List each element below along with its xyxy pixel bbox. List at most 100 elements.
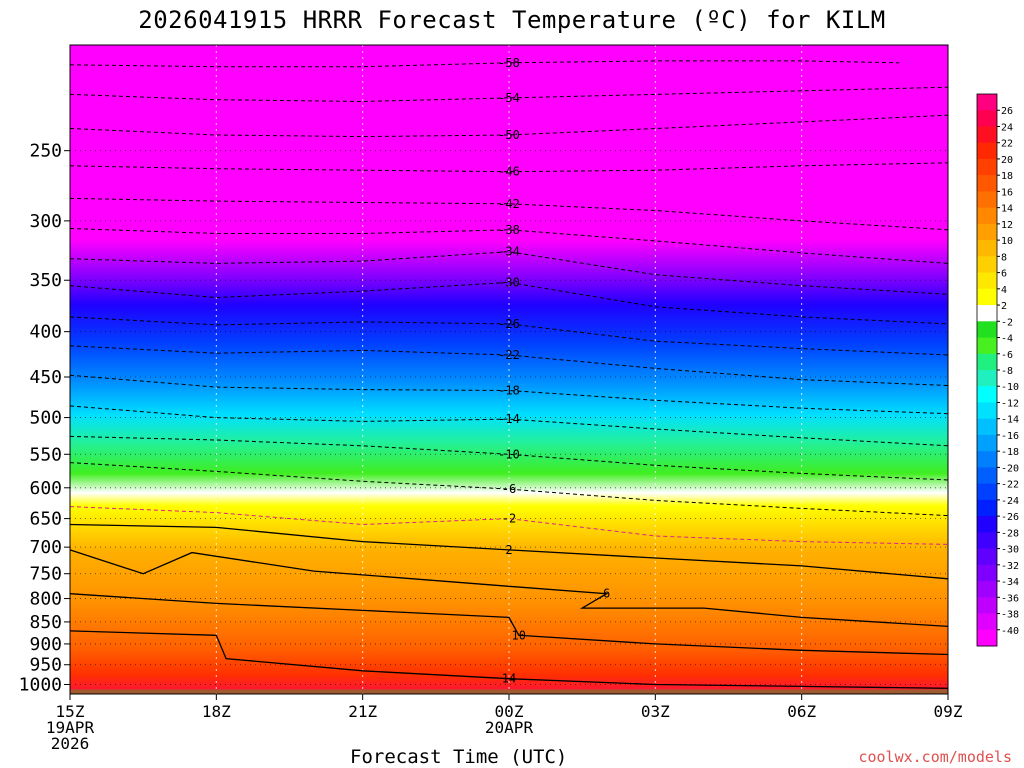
colorbar-label: -28 (1001, 528, 1019, 539)
colorbar-label: -38 (1001, 610, 1019, 621)
colorbar-swatch (977, 581, 997, 598)
colorbar-swatch (977, 499, 997, 517)
isotherm-label: -6 (502, 482, 516, 496)
colorbar-swatch (977, 94, 997, 111)
colorbar-swatch (977, 402, 997, 420)
colorbar-swatch (977, 191, 997, 209)
isotherm-line (69, 593, 949, 656)
colorbar-swatch (977, 434, 997, 452)
colorbar-swatch (977, 110, 997, 127)
y-axis: 2503003504004505005506006507007508008509… (19, 141, 70, 695)
colorbar-label: -20 (1001, 463, 1019, 474)
y-tick-label: 750 (29, 564, 62, 585)
colorbar-swatch (977, 142, 997, 160)
isotherm-label: -14 (498, 412, 520, 426)
colorbar-swatch (977, 240, 997, 257)
x-tick-label: 03Z (641, 702, 670, 721)
colorbar-swatch (977, 353, 997, 371)
isotherm-label: -2 (502, 512, 516, 526)
y-tick-label: 650 (29, 509, 62, 530)
isotherm-label: -10 (498, 447, 520, 461)
chart-title: 2026041915 HRRR Forecast Temperature (ºC… (138, 6, 886, 34)
colorbar-label: -36 (1001, 593, 1019, 604)
colorbar-swatch (977, 288, 997, 306)
colorbar-swatch (977, 337, 997, 355)
isotherm-label: 6 (603, 587, 610, 601)
y-tick-label: 950 (29, 655, 62, 676)
colorbar-label: -2 (1001, 317, 1013, 328)
colorbar-label: 22 (1001, 139, 1013, 150)
colorbar-label: 4 (1001, 285, 1007, 296)
colorbar-label: -14 (1001, 415, 1019, 426)
ground-surface (70, 689, 948, 694)
isotherm-label: -54 (498, 91, 520, 105)
colorbar-label: -10 (1001, 382, 1019, 393)
isotherm-line (69, 630, 949, 689)
colorbar-swatch (977, 126, 997, 144)
x-tick-label: 2026 (51, 734, 90, 753)
colorbar-swatch (977, 321, 997, 339)
isotherm-line (69, 60, 900, 68)
colorbar-label: -34 (1001, 577, 1019, 588)
isotherm-line (69, 523, 949, 580)
y-tick-label: 250 (29, 141, 62, 162)
isotherm-label: -26 (498, 317, 520, 331)
y-tick-label: 350 (29, 270, 62, 291)
colorbar-swatch (977, 370, 997, 387)
y-tick-label: 300 (29, 211, 62, 232)
y-tick-label: 500 (29, 408, 62, 429)
colorbar-label: -18 (1001, 447, 1019, 458)
colorbar-label: 16 (1001, 187, 1013, 198)
x-tick-label: 15Z (56, 702, 85, 721)
colorbar-swatch (977, 629, 997, 647)
x-tick-label: 20APR (485, 718, 534, 737)
colorbar-label: -4 (1001, 334, 1013, 345)
y-tick-label: 400 (29, 322, 62, 343)
colorbar-label: 24 (1001, 122, 1013, 133)
x-tick-label: 00Z (495, 702, 524, 721)
isotherm-label: 2 (505, 543, 512, 557)
x-tick-label: 21Z (348, 702, 377, 721)
isotherm-line (69, 86, 949, 103)
isotherm-label: -34 (498, 245, 520, 259)
y-tick-label: 450 (29, 367, 62, 388)
colorbar-swatch (977, 223, 997, 241)
isotherm-label: -42 (498, 197, 520, 211)
colorbar-label: -24 (1001, 496, 1019, 507)
y-tick-label: 850 (29, 612, 62, 633)
isotherm-label: -46 (498, 165, 520, 179)
isotherm-line (69, 549, 949, 628)
y-tick-label: 1000 (19, 674, 62, 695)
colorbar-label: -32 (1001, 561, 1019, 572)
colorbar-label: 14 (1001, 204, 1013, 215)
colorbar-legend: 26 24 22 20 18 16 14 12 10 8 6 4 2 -2 -4 -6 -8 -10 -12 -14 -… (976, 93, 1019, 647)
colorbar-swatch (977, 158, 997, 176)
isotherm-label: -30 (498, 275, 520, 289)
isotherm-label: -22 (498, 348, 520, 362)
y-tick-label: 800 (29, 589, 62, 610)
colorbar-swatch (977, 175, 997, 192)
colorbar-swatch (977, 532, 997, 550)
colorbar-label: -6 (1001, 350, 1013, 361)
colorbar-swatch (977, 467, 997, 485)
colorbar-label: 8 (1001, 252, 1007, 263)
colorbar-swatch (977, 207, 997, 225)
colorbar-swatch (977, 305, 997, 322)
colorbar-swatch (977, 386, 997, 403)
colorbar-label: 18 (1001, 171, 1013, 182)
isotherm-line (69, 162, 949, 173)
isotherm-label: -18 (498, 383, 520, 397)
isotherm-label: -58 (498, 56, 520, 70)
colorbar-swatch (977, 564, 997, 582)
colorbar-label: 2 (1001, 301, 1007, 312)
colorbar-swatch (977, 597, 997, 615)
isotherm-label: -50 (498, 128, 520, 142)
colorbar-label: -22 (1001, 480, 1019, 491)
x-tick-label: 18Z (202, 702, 231, 721)
credit-text: coolwx.com/models (858, 748, 1012, 766)
colorbar-label: -40 (1001, 626, 1019, 637)
isotherm-label: 14 (502, 672, 516, 686)
colorbar-label: 6 (1001, 269, 1007, 280)
